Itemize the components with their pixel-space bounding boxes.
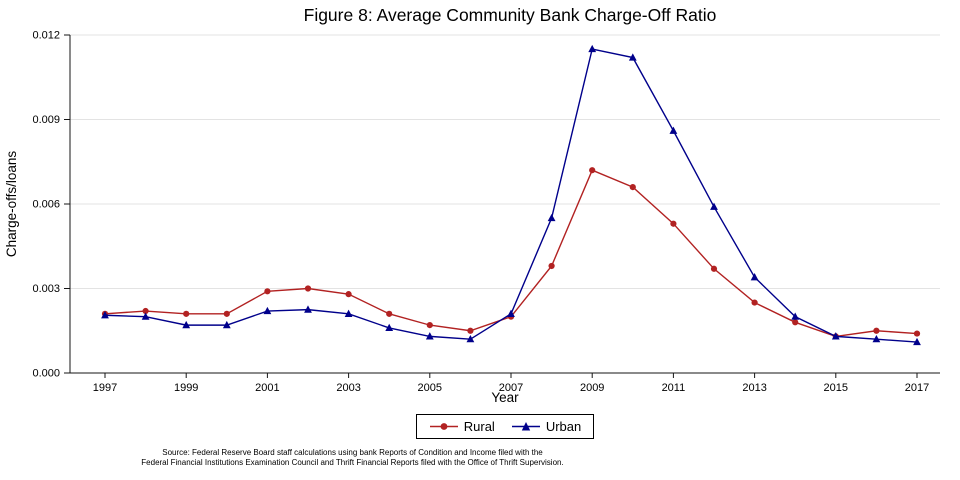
legend-item-urban: Urban	[511, 419, 581, 434]
urban-marker	[466, 335, 475, 343]
rural-marker	[142, 307, 149, 315]
urban-marker	[304, 305, 312, 313]
x-tick-label: 1999	[174, 382, 198, 394]
x-tick-label: 2017	[905, 382, 929, 394]
rural-marker	[345, 291, 352, 298]
legend-label-urban: Urban	[545, 419, 582, 434]
axes	[64, 34, 940, 378]
urban-marker	[182, 320, 191, 329]
rural-marker	[264, 288, 271, 295]
x-tick-label: 2015	[824, 382, 848, 394]
urban-line	[104, 48, 918, 343]
urban-marker	[628, 53, 637, 61]
x-tick-label: 2005	[418, 382, 442, 394]
rural-marker	[792, 319, 799, 326]
rural-marker	[304, 285, 312, 292]
rural-marker	[629, 184, 636, 191]
urban-marker	[344, 309, 353, 317]
gridlines	[70, 34, 940, 289]
urban-marker	[831, 332, 840, 340]
legend: Rural Urban	[70, 414, 940, 439]
y-tick-label: 0.006	[32, 199, 60, 211]
x-axis-label: Year	[491, 390, 519, 405]
urban-marker	[913, 337, 921, 346]
x-tick-label: 2001	[255, 382, 279, 394]
urban-marker	[425, 332, 434, 340]
y-tick-label: 0.000	[32, 368, 60, 380]
source-line-2: Federal Financial Institutions Examinati…	[141, 458, 564, 467]
y-axis-label: Charge-offs/loans	[4, 151, 19, 258]
urban-marker	[669, 126, 678, 134]
rural-marker	[548, 262, 555, 270]
urban-marker	[101, 311, 109, 319]
x-tick-label: 2007	[499, 382, 523, 394]
rural-marker	[183, 310, 190, 317]
urban-marker-icon	[511, 422, 540, 431]
y-tick-label: 0.003	[32, 283, 60, 295]
urban-marker	[385, 323, 394, 332]
series-layer	[101, 44, 921, 346]
urban-marker	[588, 44, 597, 53]
urban-marker	[710, 202, 718, 210]
urban-marker	[750, 273, 759, 281]
source-note: Source: Federal Reserve Board staff calc…	[0, 448, 705, 468]
rural-marker	[589, 167, 596, 174]
urban-marker	[872, 335, 881, 343]
rural-marker	[386, 310, 393, 317]
y-tick-label: 0.012	[32, 30, 60, 42]
x-tick-label: 2013	[742, 382, 766, 394]
y-tick-label: 0.009	[32, 114, 60, 126]
x-tick-label: 1997	[93, 382, 117, 394]
legend-box: Rural Urban	[415, 414, 595, 439]
rural-marker	[467, 327, 474, 334]
rural-marker	[223, 310, 230, 317]
urban-marker	[141, 312, 150, 320]
urban-marker	[263, 306, 272, 315]
rural-marker	[426, 322, 433, 329]
legend-label-rural: Rural	[463, 419, 495, 434]
legend-item-rural: Rural	[429, 419, 495, 434]
rural-marker	[873, 327, 880, 334]
plot-area: 0.000 0.003 0.006 0.009 0.012 1997 1999 2001 200…	[4, 30, 940, 405]
urban-marker	[222, 320, 231, 329]
rural-marker	[710, 265, 718, 272]
urban-marker	[507, 309, 515, 317]
rural-marker	[670, 220, 677, 227]
chart-title: Figure 8: Average Community Bank Charge-…	[303, 5, 717, 25]
x-tick-label: 2009	[580, 382, 604, 394]
tick-labels: 0.000 0.003 0.006 0.009 0.012 1997 1999 2001 200…	[32, 30, 929, 395]
rural-marker	[751, 299, 758, 306]
urban-marker	[791, 312, 800, 320]
source-line-1: Source: Federal Reserve Board staff calc…	[162, 448, 543, 457]
rural-marker-icon	[429, 423, 458, 430]
x-tick-label: 2011	[662, 382, 686, 394]
x-tick-label: 2003	[336, 382, 360, 394]
rural-marker	[913, 330, 921, 337]
urban-marker	[547, 213, 556, 222]
